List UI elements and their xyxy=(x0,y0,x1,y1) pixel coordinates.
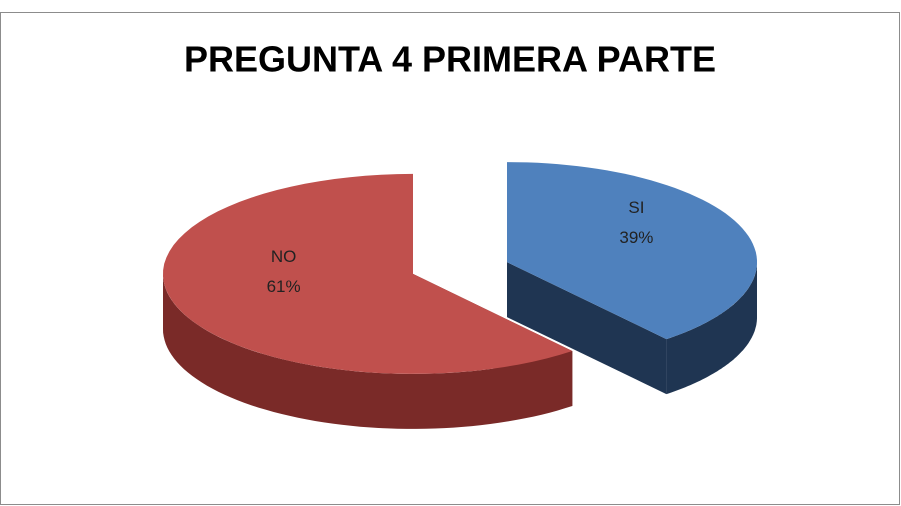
data-label-value: 61% xyxy=(267,277,301,296)
pie-slice xyxy=(507,162,757,395)
chart-frame xyxy=(0,12,900,505)
slice-cut-face xyxy=(507,262,667,395)
data-label-category: NO xyxy=(271,247,297,266)
chart-title: PREGUNTA 4 PRIMERA PARTE xyxy=(184,39,716,80)
slice-side xyxy=(163,273,573,429)
slice-side xyxy=(666,262,757,395)
pie-slice xyxy=(163,173,573,429)
slice-top xyxy=(507,162,757,340)
data-label-value: 39% xyxy=(619,228,653,247)
slice-top xyxy=(163,173,573,374)
data-label-category: SI xyxy=(628,198,644,217)
